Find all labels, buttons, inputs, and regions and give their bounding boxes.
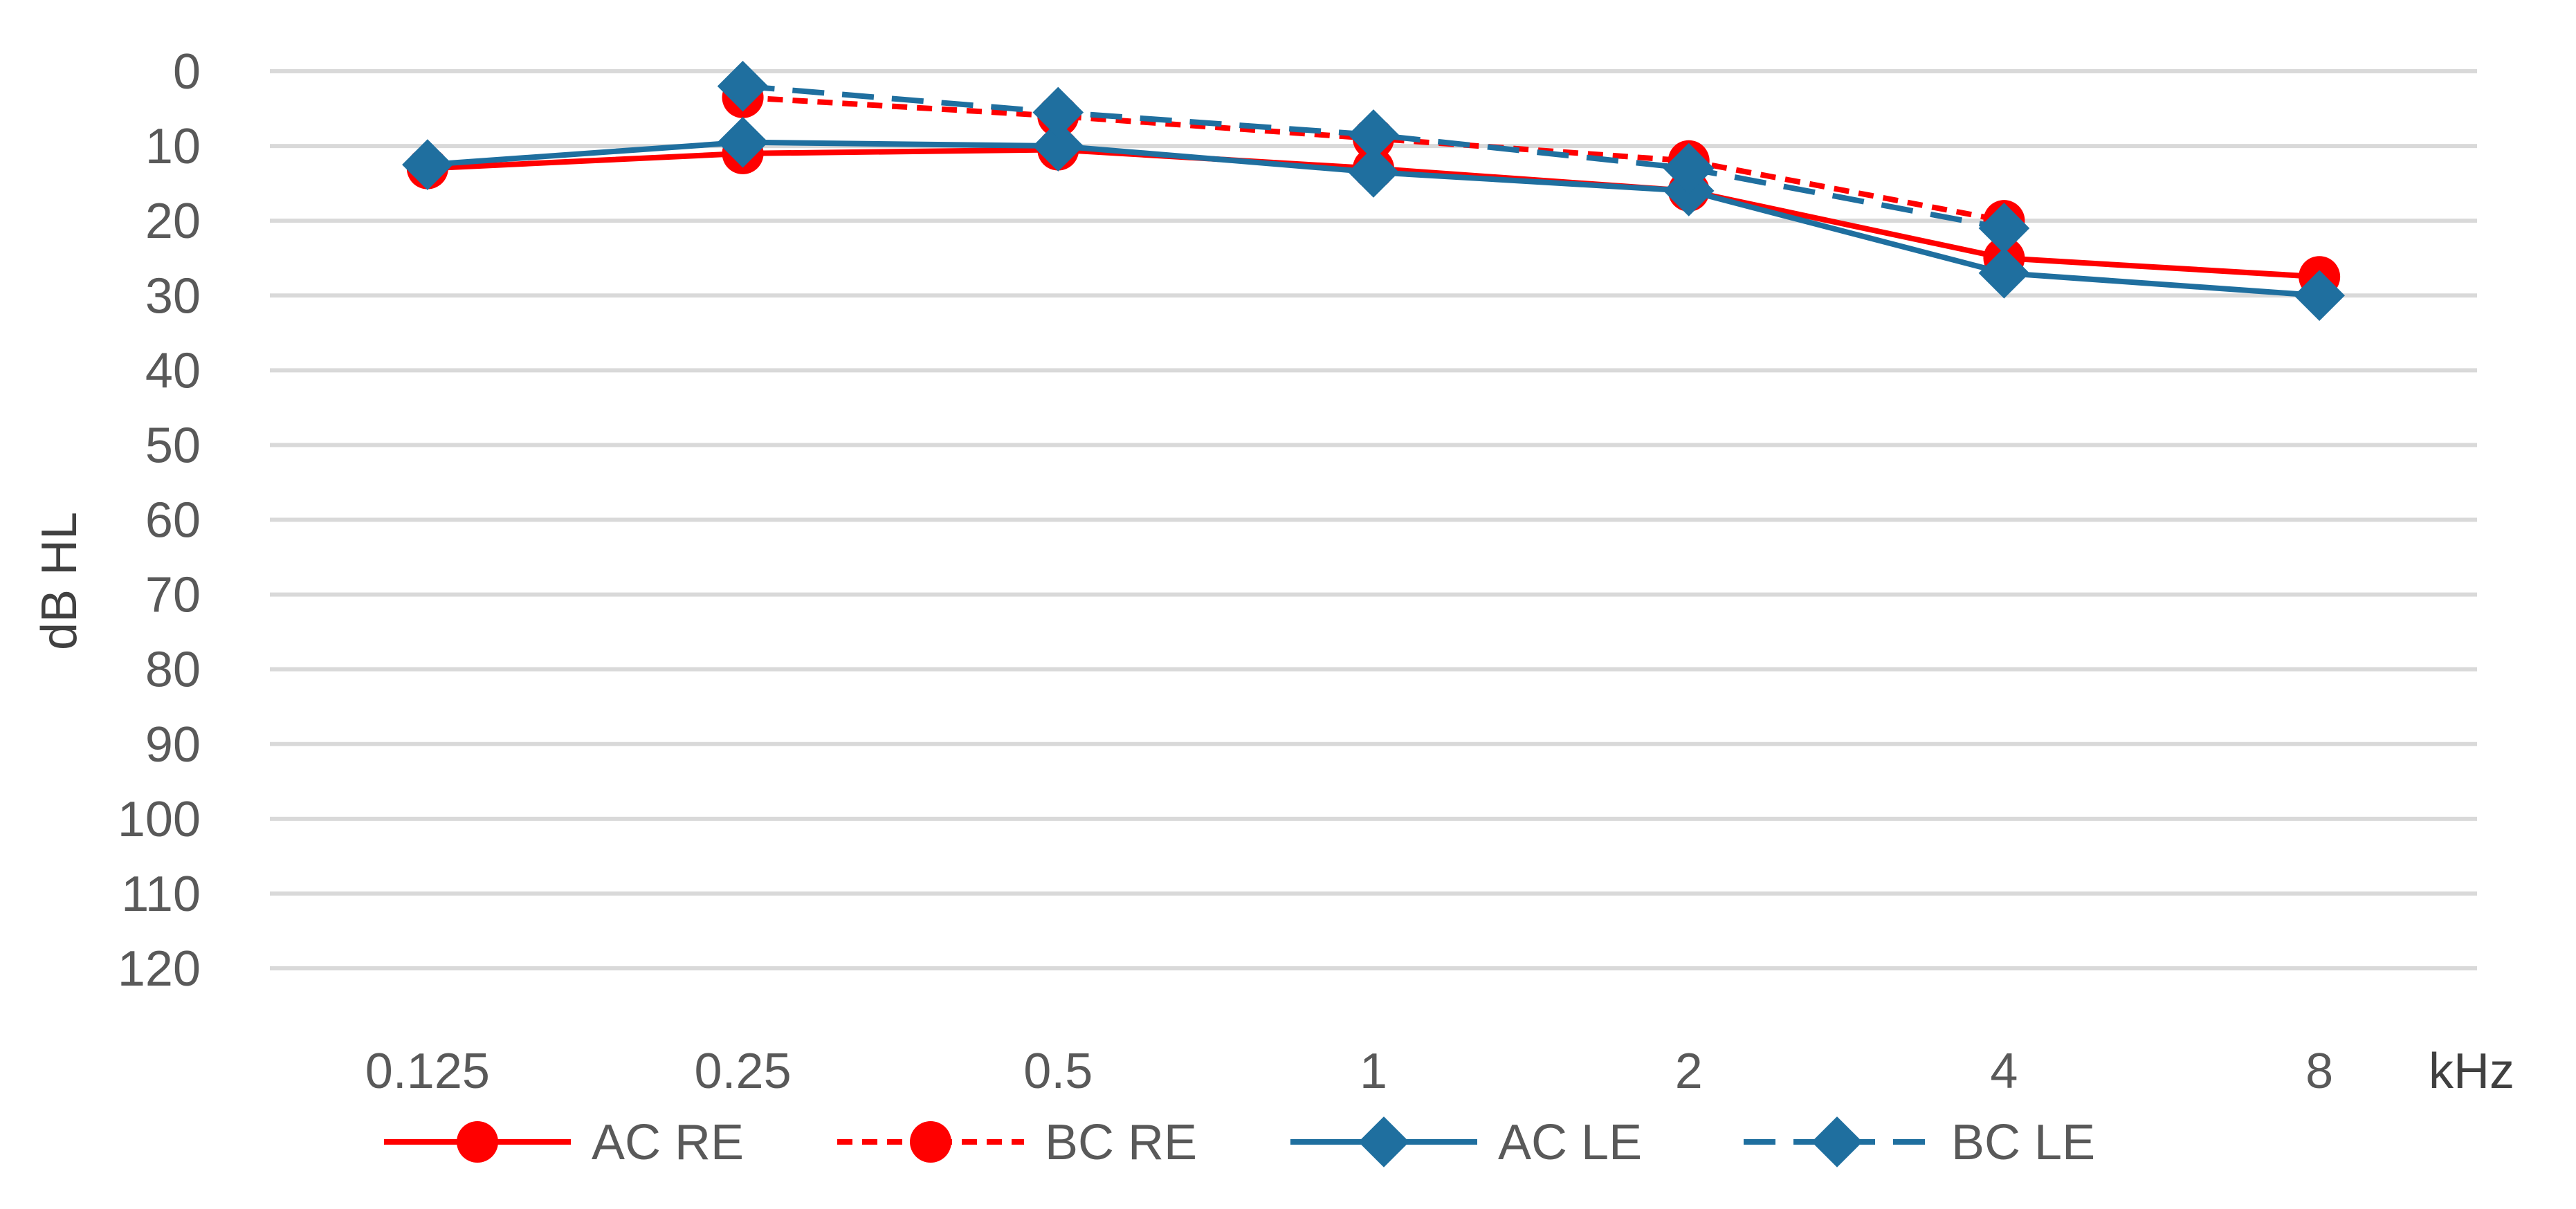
data-point-circle bbox=[910, 1121, 951, 1163]
data-point-diamond bbox=[402, 139, 453, 190]
x-axis-title: kHz bbox=[2429, 1044, 2514, 1099]
legend-item-ac-re: AC RE bbox=[384, 1115, 744, 1170]
data-point-diamond bbox=[1348, 109, 1399, 160]
x-tick-label: 0.5 bbox=[1023, 1044, 1093, 1099]
x-tick-label: 0.125 bbox=[365, 1044, 490, 1099]
legend-label: BC RE bbox=[1045, 1115, 1197, 1170]
data-point-circle bbox=[457, 1121, 498, 1163]
grid-lines bbox=[270, 69, 2477, 970]
data-point-diamond bbox=[1663, 142, 1715, 194]
y-tick-label: 30 bbox=[145, 268, 201, 324]
data-point-diamond bbox=[717, 116, 769, 168]
y-tick-label: 50 bbox=[145, 418, 201, 473]
legend-label: AC RE bbox=[592, 1115, 744, 1170]
data-point-diamond bbox=[1348, 147, 1399, 198]
legend-item-bc-re: BC RE bbox=[837, 1115, 1197, 1170]
y-tick-label: 70 bbox=[145, 568, 201, 623]
y-tick-label: 40 bbox=[145, 343, 201, 398]
y-tick-label: 80 bbox=[145, 643, 201, 698]
series-bc-le bbox=[717, 60, 2030, 254]
data-point-diamond bbox=[1978, 248, 2030, 299]
legend-label: BC LE bbox=[1951, 1115, 2095, 1170]
y-tick-label: 100 bbox=[118, 792, 201, 847]
x-tick-label: 1 bbox=[1360, 1044, 1387, 1099]
y-tick-label: 10 bbox=[145, 119, 201, 174]
legend-label: AC LE bbox=[1498, 1115, 1642, 1170]
x-tick-label: 4 bbox=[1990, 1044, 2018, 1099]
y-tick-label: 120 bbox=[118, 941, 201, 997]
data-point-diamond bbox=[1358, 1116, 1409, 1168]
x-tick-label: 0.25 bbox=[695, 1044, 792, 1099]
legend: AC RE BC RE AC LE BC LE bbox=[384, 1115, 2095, 1170]
y-tick-label: 110 bbox=[121, 867, 201, 922]
legend-item-bc-le: BC LE bbox=[1744, 1115, 2095, 1170]
y-axis-title: dB HL bbox=[32, 512, 87, 650]
data-point-diamond bbox=[717, 60, 769, 112]
series-line bbox=[742, 83, 2005, 231]
data-point-diamond bbox=[1032, 120, 1084, 172]
x-axis-ticks: 0.125 0.25 0.5 1 2 4 8 bbox=[365, 1044, 2333, 1099]
data-point-diamond bbox=[2294, 270, 2345, 322]
y-tick-label: 60 bbox=[145, 493, 201, 548]
x-tick-label: 2 bbox=[1675, 1044, 1703, 1099]
data-point-diamond bbox=[1032, 86, 1084, 138]
legend-item-ac-le: AC LE bbox=[1290, 1115, 1642, 1170]
x-tick-label: 8 bbox=[2305, 1044, 2333, 1099]
y-axis-ticks: 0 10 20 30 40 50 60 70 80 90 100 110 120 bbox=[118, 44, 201, 997]
series-lines bbox=[402, 60, 2345, 322]
data-point-diamond bbox=[1811, 1116, 1863, 1168]
y-tick-label: 90 bbox=[145, 717, 201, 773]
data-point-diamond bbox=[1978, 203, 2030, 254]
y-tick-label: 20 bbox=[145, 194, 201, 249]
y-tick-label: 0 bbox=[173, 44, 201, 100]
